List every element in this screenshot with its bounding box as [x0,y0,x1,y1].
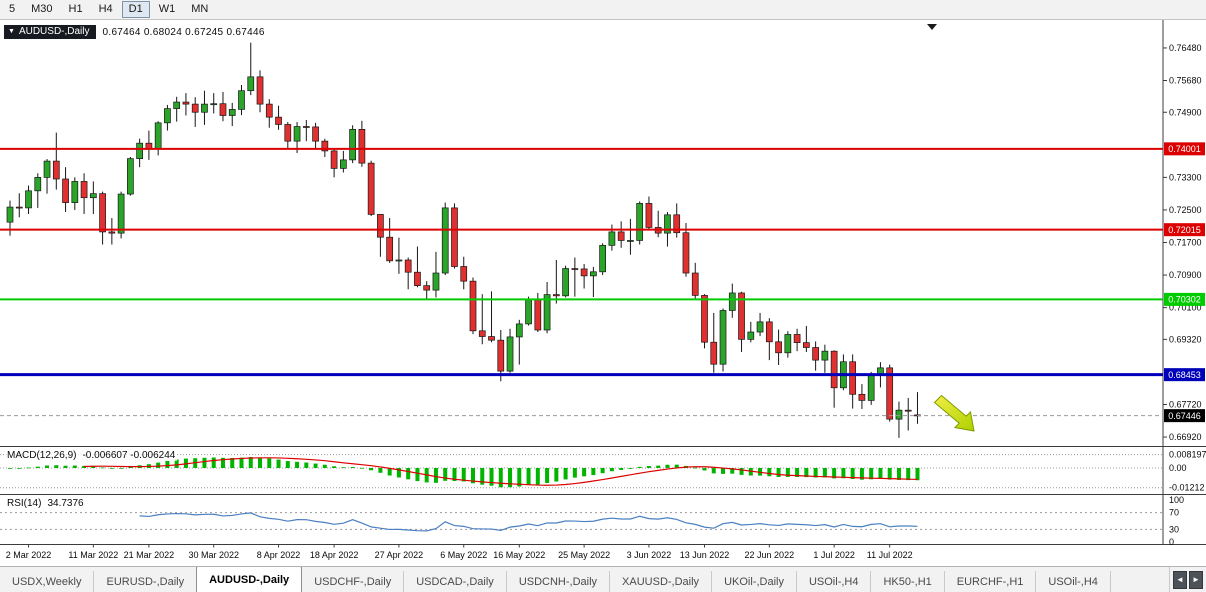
svg-text:0.66920: 0.66920 [1169,432,1202,442]
period-button-d1[interactable]: D1 [121,1,150,18]
svg-text:100: 100 [1169,495,1184,505]
svg-text:0.67446: 0.67446 [1168,411,1201,421]
symbol-tabbar: USDX,Weekly EURUSD-,Daily AUDUSD-,Daily USD… [0,566,1206,592]
period-button-mn[interactable]: MN [184,1,215,18]
svg-text:0: 0 [1169,537,1174,547]
symbol-tab-eurusd-daily[interactable]: EURUSD-,Daily [94,571,198,592]
macd-histogram [8,457,920,488]
macd-indicator-label: MACD(12,26,9) -0.006607 -0.006244 [5,450,178,461]
macd-levels: 0.008197 0.00 -0.01212 [0,450,1206,493]
symbol-tab-audusd-daily[interactable]: AUDUSD-,Daily [196,567,303,592]
svg-text:-0.01212: -0.01212 [1169,483,1205,493]
svg-text:30 Mar 2022: 30 Mar 2022 [188,550,239,560]
down-arrow-annotation[interactable] [933,394,975,432]
svg-text:0.74900: 0.74900 [1169,107,1202,117]
svg-text:0.00: 0.00 [1169,463,1187,473]
chart-symbol-label: AUDUSD-,Daily [18,26,90,37]
timeframe-toolbar: 5 M30 H1 H4 D1 W1 MN [0,0,1206,20]
svg-text:0.67720: 0.67720 [1169,399,1202,409]
svg-text:16 May 2022: 16 May 2022 [493,550,545,560]
svg-text:13 Jun 2022: 13 Jun 2022 [680,550,730,560]
rsi-levels: 100 70 30 0 [0,495,1184,547]
hline-0.72015[interactable]: 0.72015 [0,223,1205,237]
period-button-h4[interactable]: H4 [92,1,120,18]
symbol-tab-usdcnh-daily[interactable]: USDCNH-,Daily [507,571,611,592]
symbol-tab-eurchf-h1[interactable]: EURCHF-,H1 [945,571,1037,592]
price-axis[interactable]: 0.76480 0.75680 0.74900 0.73300 0.72500 0.717… [1163,43,1202,442]
tabbar-scroll-right-button[interactable]: ► [1189,570,1203,589]
candlesticks [6,42,921,438]
symbol-tab-usdcad-daily[interactable]: USDCAD-,Daily [404,571,507,592]
price-chart-canvas[interactable]: 0.76480 0.75680 0.74900 0.73300 0.72500 0.717… [0,19,1206,566]
dropdown-triangle-icon: ▼ [8,27,15,35]
svg-text:21 Mar 2022: 21 Mar 2022 [124,550,175,560]
current-price-line: 0.67446 [0,409,1205,423]
svg-text:30: 30 [1169,524,1179,534]
svg-text:2 Mar 2022: 2 Mar 2022 [6,550,52,560]
svg-text:0.76480: 0.76480 [1169,43,1202,53]
panel-frame [0,19,1206,545]
svg-text:0.71700: 0.71700 [1169,237,1202,247]
symbol-tabs: USDX,Weekly EURUSD-,Daily AUDUSD-,Daily USD… [0,567,1111,592]
svg-text:0.75680: 0.75680 [1169,76,1202,86]
hline-0.74001[interactable]: 0.74001 [0,142,1205,156]
svg-text:0.73300: 0.73300 [1169,172,1202,182]
svg-text:0.70100: 0.70100 [1169,303,1202,313]
svg-text:0.70302: 0.70302 [1168,295,1201,305]
svg-text:0.72015: 0.72015 [1168,225,1201,235]
chart-ohlc-values: 0.67464 0.68024 0.67245 0.67446 [102,26,265,38]
svg-text:11 Mar 2022: 11 Mar 2022 [68,550,118,560]
tabbar-scroll-controls: ◄ ► [1169,567,1206,592]
svg-text:0.008197: 0.008197 [1169,450,1206,460]
symbol-tab-usoil-h4[interactable]: USOil-,H4 [797,571,872,592]
symbol-tab-xauusd-daily[interactable]: XAUUSD-,Daily [610,571,713,592]
rsi-line [139,512,918,532]
macd-signal-line [84,457,918,486]
chart-title: ▼ AUDUSD-,Daily 0.67464 0.68024 0.67245 … [4,25,265,39]
svg-text:18 Apr 2022: 18 Apr 2022 [310,550,359,560]
svg-text:0.70900: 0.70900 [1169,270,1202,280]
symbol-tab-usdchf-daily[interactable]: USDCHF-,Daily [302,571,405,592]
macd-name: MACD(12,26,9) [7,450,77,461]
tabbar-scroll-left-button[interactable]: ◄ [1173,570,1187,589]
period-button-h1[interactable]: H1 [62,1,90,18]
svg-text:0.68453: 0.68453 [1168,370,1201,380]
period-button-m30[interactable]: M30 [24,1,59,18]
macd-values: -0.006607 -0.006244 [82,450,176,461]
chart-area[interactable]: 0.76480 0.75680 0.74900 0.73300 0.72500 0.717… [0,19,1206,566]
svg-text:0.72500: 0.72500 [1169,205,1202,215]
period-button-w1[interactable]: W1 [152,1,183,18]
symbol-tab-ukoil-daily[interactable]: UKOil-,Daily [712,571,797,592]
time-axis[interactable]: 2 Mar 2022 11 Mar 2022 21 Mar 2022 30 Mar 2… [6,544,913,561]
svg-text:0.69320: 0.69320 [1169,334,1202,344]
hline-0.70302[interactable]: 0.70302 [0,292,1205,306]
svg-text:22 Jun 2022: 22 Jun 2022 [745,550,795,560]
symbol-tab-usdx-weekly[interactable]: USDX,Weekly [0,571,95,592]
hline-0.68453[interactable]: 0.68453 [0,368,1205,382]
svg-text:27 Apr 2022: 27 Apr 2022 [375,550,424,560]
chart-shift-marker-icon[interactable] [927,24,937,30]
svg-text:1 Jul 2022: 1 Jul 2022 [813,550,855,560]
period-button-5[interactable]: 5 [2,1,22,18]
svg-text:3 Jun 2022: 3 Jun 2022 [627,550,672,560]
rsi-indicator-label: RSI(14) 34.7376 [5,498,86,509]
chart-symbol-badge[interactable]: ▼ AUDUSD-,Daily [4,25,96,39]
rsi-value: 34.7376 [47,498,84,509]
svg-text:0.74001: 0.74001 [1168,144,1201,154]
svg-text:8 Apr 2022: 8 Apr 2022 [257,550,301,560]
svg-text:25 May 2022: 25 May 2022 [558,550,610,560]
rsi-name: RSI(14) [7,498,42,509]
svg-text:70: 70 [1169,508,1179,518]
symbol-tab-hk50-h1[interactable]: HK50-,H1 [871,571,945,592]
svg-text:11 Jul 2022: 11 Jul 2022 [867,550,913,560]
symbol-tab-usoil-h4[interactable]: USOil-,H4 [1036,571,1111,592]
svg-text:6 May 2022: 6 May 2022 [440,550,487,560]
